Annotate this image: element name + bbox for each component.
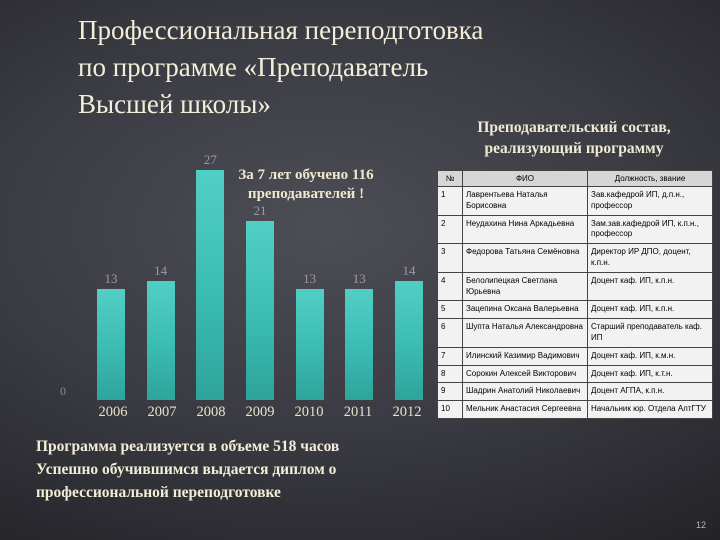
x-axis-label: 2011 [343, 404, 373, 420]
table-cell-name: Неудахина Нина Аркадьевна [462, 214, 588, 245]
x-axis-label: 2012 [392, 404, 422, 420]
table-cell-position: Доцент каф. ИП, к.м.н. [587, 346, 713, 366]
table-cell-num: 3 [437, 243, 463, 273]
table-heading: Преподавательский состав, реализующий пр… [433, 117, 715, 159]
bar-chart: 0 13 14 27 21 13 13 14 2006 2007 2008 2009 2010 201… [58, 150, 438, 421]
table-row: 3 Федорова Татьяна Семёновна Директор ИР Д… [437, 243, 713, 273]
bar [295, 289, 324, 400]
table-header-cell: ФИО [462, 170, 588, 187]
table-cell-name: Федорова Татьяна Семёновна [462, 243, 588, 273]
table-cell-position: Директор ИР ДПО, доцент, к.п.н. [587, 243, 713, 273]
chart-annotation-line: преподавателей ! [247, 186, 365, 202]
table-cell-num: 1 [437, 186, 463, 216]
bar-value-label: 14 [154, 263, 168, 278]
bar [97, 289, 125, 400]
table-cell-num: 10 [437, 400, 463, 419]
table-cell-num: 9 [437, 382, 463, 402]
bar-column: 21 [241, 150, 279, 400]
table-row: 4 Белолипецкая Светлана Юрьевна Доцент каф… [437, 271, 713, 302]
x-axis-label: 2010 [294, 404, 324, 420]
table-row: 5 Зацепина Оксана Валерьевна Доцент каф. И… [437, 300, 713, 320]
table-cell-num: 5 [437, 300, 463, 320]
table-cell-name: Шупта Наталья Александровна [462, 318, 588, 348]
bar [245, 221, 274, 400]
table-header-cell: Должность, звание [587, 170, 713, 187]
slide-title-line: по программе «Преподаватель [78, 52, 429, 82]
bar-column: 27 [191, 150, 229, 400]
staff-table-head: № ФИО Должность, звание [437, 170, 713, 187]
bar-value-label: 27 [203, 152, 217, 167]
table-row: 10 Мельник Анастасия Сергеевна Начальник ю… [437, 400, 713, 419]
table-heading-line: реализующий программу [484, 140, 664, 157]
table-heading-line: Преподавательский состав, [477, 119, 671, 136]
table-cell-position: Доцент каф. ИП, к.п.н. [587, 271, 713, 302]
chart-bars: 13 14 27 21 13 13 14 [92, 150, 428, 400]
bar [394, 281, 423, 400]
table-cell-name: Зацепина Оксана Валерьевна [462, 300, 588, 320]
table-row: 8 Сорокин Алексей Викторович Доцент каф. И… [437, 364, 713, 384]
staff-table-header-row: № ФИО Должность, звание [437, 170, 713, 187]
table-cell-position: Доцент АГПА, к.п.н. [587, 382, 713, 402]
table-cell-num: 8 [437, 364, 463, 384]
footer-text: Программа реализуется в объеме 518 часов… [36, 435, 456, 504]
bar-value-label: 13 [104, 271, 118, 286]
bar-value-label: 21 [253, 203, 267, 218]
slide-title: Профессиональная переподготовка по прогр… [78, 12, 508, 123]
bar-column: 13 [340, 150, 378, 400]
table-cell-name: Белолипецкая Светлана Юрьевна [462, 271, 588, 302]
x-axis-label: 2007 [147, 404, 177, 420]
bar [345, 289, 374, 400]
bar-column: 14 [142, 150, 180, 400]
table-cell-name: Сорокин Алексей Викторович [462, 364, 588, 384]
footer-text-line: Успешно обучившимся выдается диплом о [36, 461, 337, 478]
bar [146, 281, 175, 400]
y-axis-zero-label: 0 [60, 384, 66, 398]
bar-value-label: 13 [303, 271, 317, 286]
table-row: 6 Шупта Наталья Александровна Старший преп… [437, 318, 713, 348]
table-cell-position: Начальник юр. Отдела АлтГТУ [587, 400, 713, 419]
footer-text-line: профессиональной переподготовке [36, 484, 281, 501]
footer-text-line: Программа реализуется в объеме 518 часов [36, 438, 340, 455]
bar-value-label: 13 [352, 271, 366, 286]
table-header-cell: № [437, 170, 463, 187]
page-number: 12 [695, 520, 706, 530]
table-cell-name: Мельник Анастасия Сергеевна [462, 400, 588, 419]
chart-annotation-line: За 7 лет обучено 116 [238, 167, 374, 183]
bar-column: 14 [390, 150, 428, 400]
table-cell-position: Зав.кафедрой ИП, д.п.н., профессор [587, 186, 713, 216]
table-row: 2 Неудахина Нина Аркадьевна Зам.зав.кафедр… [437, 214, 713, 245]
table-cell-num: 2 [437, 214, 463, 245]
bar-value-label: 14 [402, 263, 416, 278]
chart-annotation: За 7 лет обучено 116 преподавателей ! [200, 166, 412, 204]
table-row: 7 Илинский Казимир Вадимович Доцент каф. И… [437, 346, 713, 366]
chart-categories: 2006 2007 2008 2009 2010 2011 2012 [92, 404, 428, 421]
table-cell-position: Доцент каф. ИП, к.п.н. [587, 300, 713, 320]
table-cell-position: Старший преподаватель каф. ИП [587, 318, 713, 348]
slide-title-line: Высшей школы» [78, 89, 271, 119]
slide-title-line: Профессиональная переподготовка [78, 15, 484, 45]
table-cell-position: Доцент каф. ИП, к.т.н. [587, 364, 713, 384]
table-cell-name: Шадрин Анатолий Николаевич [462, 382, 588, 402]
staff-table-body: 1 Лаврентьева Наталья Борисовна Зав.кафедр… [437, 186, 713, 419]
bar [196, 170, 225, 400]
table-cell-num: 6 [437, 318, 463, 348]
table-cell-name: Лаврентьева Наталья Борисовна [462, 186, 588, 216]
bar-column: 13 [92, 150, 130, 400]
table-row: 1 Лаврентьева Наталья Борисовна Зав.кафедр… [437, 186, 713, 216]
table-cell-name: Илинский Казимир Вадимович [462, 346, 588, 366]
table-cell-num: 7 [437, 346, 463, 366]
staff-table: № ФИО Должность, звание 1 Лаврентьева Натал… [437, 170, 713, 419]
table-cell-num: 4 [437, 271, 463, 302]
x-axis-label: 2006 [98, 404, 128, 420]
bar-column: 13 [291, 150, 329, 400]
x-axis-label: 2008 [196, 404, 226, 420]
table-row: 9 Шадрин Анатолий Николаевич Доцент АГПА, … [437, 382, 713, 402]
x-axis-label: 2009 [245, 404, 275, 420]
table-cell-position: Зам.зав.кафедрой ИП, к.п.н., профессор [587, 214, 713, 245]
